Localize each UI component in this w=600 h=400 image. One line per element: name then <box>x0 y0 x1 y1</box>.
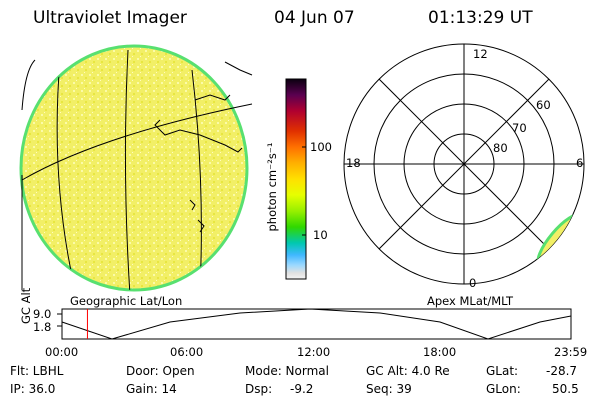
mode-status: Mode: Normal <box>245 364 329 378</box>
glat-label: GLat: <box>486 364 519 378</box>
apex-label: Apex MLat/MLT <box>427 294 514 308</box>
alt-ytick-high: 9.0 <box>33 307 52 321</box>
alt-xtick-1200: 12:00 <box>297 345 331 359</box>
colorbar-tick-10: 10 <box>313 228 328 242</box>
dsp-label: Dsp: <box>245 382 273 396</box>
dsp-value: -9.2 <box>290 382 314 396</box>
glat-value: -28.7 <box>546 364 578 378</box>
colorbar-gradient <box>285 78 307 280</box>
mlt-label-18: 18 <box>346 156 361 170</box>
time-label: 01:13:29 UT <box>428 8 533 28</box>
altitude-plot <box>57 308 572 340</box>
alt-ytick-low: 1.8 <box>33 320 52 334</box>
geographic-label: Geographic Lat/Lon <box>70 294 183 308</box>
colorbar <box>285 78 307 280</box>
colorbar-unit-label: photon cm⁻²s⁻¹ <box>265 142 279 232</box>
mlat-label-60: 60 <box>536 98 551 112</box>
glon-label: GLon: <box>486 382 521 396</box>
gain-status: Gain: 14 <box>126 382 177 396</box>
mlat-label-70: 70 <box>512 121 527 135</box>
seq-status: Seq: 39 <box>366 382 412 396</box>
ip-status: IP: 36.0 <box>10 382 56 396</box>
mlat-label-80: 80 <box>493 141 508 155</box>
alt-xtick-0600: 06:00 <box>170 345 204 359</box>
alt-ylabel: GC Alt <box>19 287 33 324</box>
mlt-label-6: 6 <box>576 156 584 170</box>
filter-status: Flt: LBHL <box>10 364 64 378</box>
alt-xtick-2359: 23:59 <box>554 345 588 359</box>
alt-xtick-0000: 00:00 <box>45 345 79 359</box>
instrument-title: Ultraviolet Imager <box>33 8 187 28</box>
colorbar-tick-100: 100 <box>310 140 332 154</box>
mlt-label-12: 12 <box>473 47 488 61</box>
polar-grid <box>343 43 585 285</box>
geographic-image <box>19 44 253 292</box>
glon-value: 50.5 <box>552 382 579 396</box>
image-disk <box>19 44 249 292</box>
gc-alt-status: GC Alt: 4.0 Re <box>366 364 450 378</box>
date-label: 04 Jun 07 <box>274 8 355 28</box>
geo-grid <box>56 49 202 290</box>
altitude-curve <box>61 308 572 340</box>
door-status: Door: Open <box>126 364 195 378</box>
mlt-label-0: 0 <box>469 276 477 290</box>
coastline <box>21 59 253 290</box>
alt-xtick-1800: 18:00 <box>423 345 457 359</box>
